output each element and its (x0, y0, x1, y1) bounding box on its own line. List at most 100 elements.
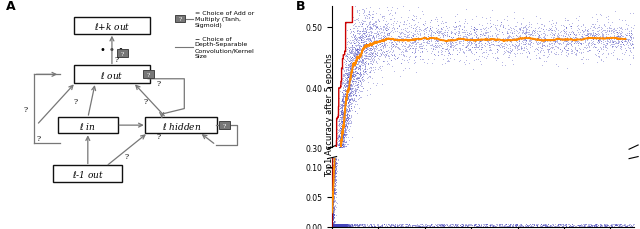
Point (340, 124, 350, 128)
Point (381, 60, 392, 64)
Point (329, 132, 339, 136)
Point (593, 41, 604, 44)
Point (334, 212, 344, 216)
Point (336, 154, 346, 158)
Point (554, 222, 564, 226)
Point (392, 27, 402, 31)
Point (342, 76, 352, 79)
Point (349, 42, 359, 45)
Point (334, 77, 344, 81)
Point (504, 43, 515, 46)
Point (333, 63, 343, 67)
Point (344, 9, 355, 12)
Point (605, 44, 615, 48)
Point (377, 224, 387, 227)
Point (544, 29, 554, 33)
Point (332, 223, 342, 227)
Point (330, 223, 340, 227)
Point (353, 63, 363, 67)
Point (330, 176, 340, 180)
Point (328, 224, 338, 227)
Point (329, 224, 339, 228)
Point (344, 116, 354, 120)
Point (331, 188, 341, 191)
Point (620, 33, 630, 36)
Point (397, 223, 407, 226)
Point (402, 224, 412, 228)
Point (588, 32, 598, 36)
Point (333, 71, 344, 74)
Point (390, 224, 400, 228)
Point (328, 222, 338, 226)
Point (339, 39, 349, 42)
Point (521, 35, 531, 39)
Point (463, 38, 473, 42)
Point (597, 53, 607, 57)
Point (390, 46, 400, 50)
Point (346, 13, 356, 17)
Point (331, 215, 341, 219)
Point (330, 161, 340, 165)
Point (512, 30, 522, 34)
Point (339, 110, 349, 114)
Point (339, 125, 349, 128)
Point (529, 37, 539, 41)
Point (330, 219, 340, 223)
Point (426, 223, 436, 226)
Point (409, 24, 419, 28)
Point (337, 126, 347, 129)
Point (328, 218, 338, 221)
Point (496, 23, 506, 26)
Point (330, 224, 340, 228)
Point (330, 173, 340, 177)
Point (332, 209, 342, 213)
Point (615, 223, 625, 227)
Point (387, 65, 397, 69)
Point (504, 223, 514, 227)
Point (476, 33, 486, 37)
Point (365, 223, 376, 227)
Point (331, 108, 341, 112)
Point (485, 30, 495, 34)
Point (349, 59, 360, 63)
Point (378, 39, 388, 43)
Point (434, 38, 444, 42)
Point (485, 224, 495, 228)
Point (440, 62, 451, 66)
Point (365, 31, 376, 35)
Point (336, 131, 346, 135)
Point (588, 23, 598, 26)
Point (344, 88, 354, 91)
Point (483, 36, 493, 39)
Point (496, 224, 506, 228)
Point (342, 118, 353, 121)
Point (377, 44, 387, 48)
Point (454, 36, 465, 40)
Point (340, 60, 350, 64)
Point (336, 88, 346, 92)
Point (339, 146, 349, 150)
Point (396, 28, 406, 32)
Point (331, 89, 341, 92)
Point (328, 198, 339, 202)
Point (333, 100, 344, 104)
Point (339, 114, 349, 117)
Point (372, 19, 383, 23)
Point (433, 30, 443, 33)
Point (338, 129, 348, 132)
Point (340, 49, 350, 53)
Point (330, 222, 340, 226)
Point (342, 85, 352, 88)
Point (331, 223, 341, 226)
Point (331, 206, 341, 210)
Point (336, 223, 346, 227)
Point (331, 139, 341, 143)
Point (334, 198, 344, 202)
Point (340, 150, 350, 154)
Point (337, 82, 348, 86)
Point (588, 223, 598, 227)
Point (511, 44, 521, 48)
Point (337, 225, 348, 228)
Point (346, 71, 356, 74)
Point (342, 98, 353, 102)
